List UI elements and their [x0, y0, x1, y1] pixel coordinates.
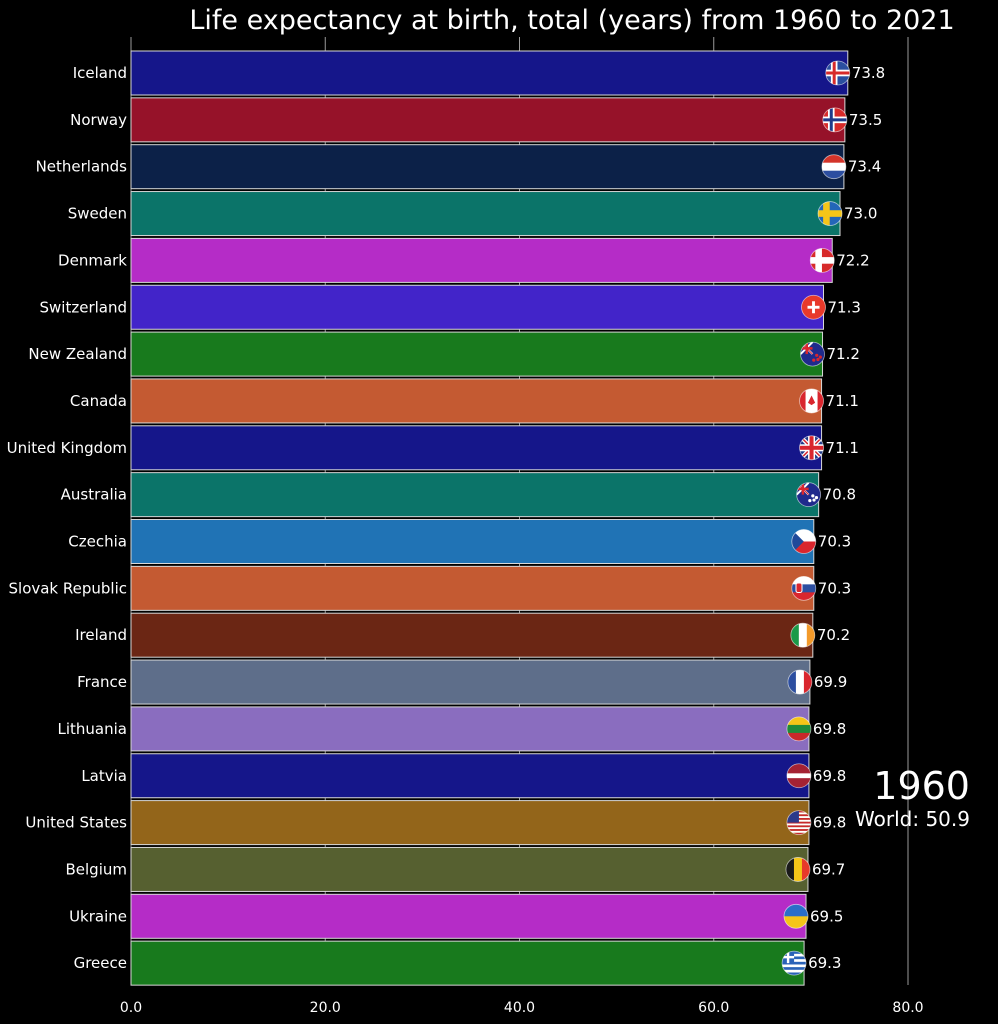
country-label-belgium: Belgium	[66, 860, 128, 878]
canada-flag-icon	[799, 388, 824, 414]
country-label-lithuania: Lithuania	[58, 720, 127, 738]
labels: Iceland 73.8 Norway 73.5 Netherlands 73.4 Swed…	[7, 60, 885, 976]
value-label-united-kingdom: 71.1	[826, 439, 859, 457]
bar-norway	[130, 97, 846, 143]
ireland-flag-icon	[790, 622, 816, 648]
value-label-ireland: 70.2	[817, 626, 850, 644]
country-label-ireland: Ireland	[75, 626, 127, 644]
chart-title: Life expectancy at birth, total (years) …	[189, 5, 954, 36]
x-tick-label-0: 0.0	[120, 1000, 142, 1016]
iceland-flag-icon	[825, 60, 851, 86]
value-label-latvia: 69.8	[813, 767, 846, 785]
country-label-switzerland: Switzerland	[40, 298, 128, 316]
value-label-united-states: 69.8	[813, 814, 846, 832]
value-label-switzerland: 71.3	[828, 298, 861, 316]
bar-ireland	[130, 612, 814, 658]
bar-iceland	[130, 50, 849, 96]
lithuania-flag-icon	[786, 716, 812, 742]
x-tick-label-4: 80.0	[892, 1000, 923, 1016]
bar-sweden	[130, 191, 841, 237]
country-label-norway: Norway	[70, 111, 127, 129]
ukraine-flag-icon	[783, 903, 809, 929]
bar-greece	[130, 940, 805, 986]
value-label-ukraine: 69.5	[810, 907, 843, 925]
world-average-label: World: 50.9	[855, 807, 970, 831]
x-tick-label-1: 20.0	[310, 1000, 341, 1016]
country-label-czechia: Czechia	[68, 533, 127, 551]
bar-australia	[130, 472, 820, 518]
norway-flag-icon	[822, 107, 848, 133]
bar-canada	[130, 378, 823, 424]
belgium-flag-icon	[785, 857, 811, 882]
country-label-iceland: Iceland	[73, 64, 127, 82]
united-kingdom-flag-icon	[799, 435, 824, 461]
bar-netherlands	[130, 144, 845, 190]
country-label-latvia: Latvia	[81, 767, 127, 785]
bar-slovak-republic	[130, 565, 815, 611]
value-label-sweden: 73.0	[844, 205, 877, 223]
bar-new-zealand	[130, 331, 824, 377]
country-label-france: France	[77, 673, 127, 691]
x-tick-label-2: 40.0	[504, 1000, 535, 1016]
new-zealand-flag-icon	[800, 341, 825, 367]
country-label-new-zealand: New Zealand	[28, 345, 127, 363]
country-label-slovak-republic: Slovak Republic	[9, 579, 128, 597]
bar-france	[130, 659, 811, 705]
latvia-flag-icon	[786, 763, 812, 789]
value-label-norway: 73.5	[849, 111, 882, 129]
value-label-greece: 69.3	[808, 954, 841, 972]
year-label: 1960	[873, 764, 970, 808]
value-label-slovak-republic: 70.3	[818, 579, 851, 597]
x-axis-ticks: 0.0 20.0 40.0 60.0 80.0	[120, 1000, 924, 1016]
country-label-denmark: Denmark	[58, 251, 127, 269]
slovak-republic-flag-icon	[791, 575, 817, 601]
country-label-united-kingdom: United Kingdom	[7, 439, 127, 457]
value-label-lithuania: 69.8	[813, 720, 846, 738]
country-label-sweden: Sweden	[68, 205, 127, 223]
country-label-canada: Canada	[70, 392, 127, 410]
australia-flag-icon	[796, 482, 822, 508]
value-label-netherlands: 73.4	[848, 158, 881, 176]
netherlands-flag-icon	[821, 154, 847, 180]
denmark-flag-icon	[809, 247, 835, 273]
bar-united-kingdom	[130, 425, 823, 471]
country-label-netherlands: Netherlands	[36, 158, 128, 176]
country-label-united-states: United States	[25, 814, 127, 832]
bar-ukraine	[130, 893, 807, 939]
bar-lithuania	[130, 706, 810, 752]
bar-belgium	[130, 846, 809, 892]
bar-switzerland	[130, 284, 825, 330]
x-tick-label-3: 60.0	[698, 1000, 729, 1016]
switzerland-flag-icon	[801, 294, 826, 320]
france-flag-icon	[787, 669, 813, 695]
czechia-flag-icon	[791, 529, 817, 554]
country-label-australia: Australia	[61, 486, 127, 504]
value-label-canada: 71.1	[826, 392, 859, 410]
value-label-france: 69.9	[814, 673, 847, 691]
sweden-flag-icon	[817, 201, 843, 226]
value-label-iceland: 73.8	[852, 64, 885, 82]
bar-czechia	[130, 519, 815, 564]
bars	[130, 50, 849, 986]
value-label-belgium: 69.7	[812, 860, 845, 878]
bar-latvia	[130, 753, 810, 799]
bar-denmark	[130, 237, 833, 283]
value-label-denmark: 72.2	[836, 251, 869, 269]
country-label-greece: Greece	[74, 954, 127, 972]
greece-flag-icon	[781, 950, 807, 976]
bar-united-states	[130, 800, 810, 846]
country-label-ukraine: Ukraine	[69, 907, 127, 925]
value-label-australia: 70.8	[823, 486, 856, 504]
value-label-czechia: 70.3	[818, 533, 851, 551]
value-label-new-zealand: 71.2	[827, 345, 860, 363]
